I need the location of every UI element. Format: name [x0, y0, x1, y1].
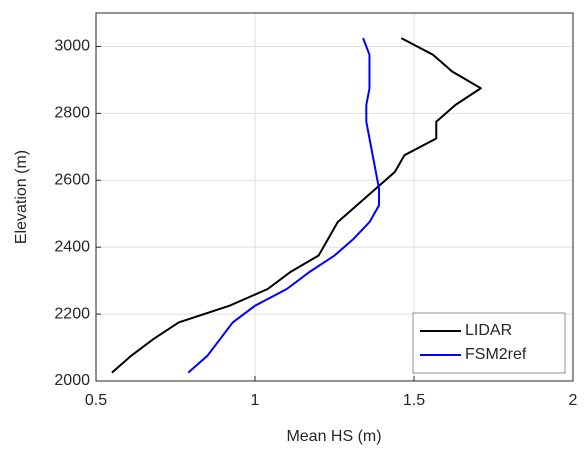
- y-tick-label: 2800: [54, 105, 90, 122]
- y-tick-label: 2600: [54, 171, 90, 188]
- axes-box: [95, 12, 574, 382]
- data-line: [187, 37, 381, 374]
- x-axis-label: Mean HS (m): [286, 428, 381, 445]
- x-tick-label: 1.5: [403, 392, 425, 409]
- y-tick-label: 2200: [54, 305, 90, 322]
- legend-label: LIDAR: [465, 322, 512, 339]
- y-tick-label: 3000: [54, 38, 90, 55]
- data-line: [111, 37, 482, 374]
- y-tick-label: 2000: [54, 372, 90, 389]
- x-tick-label: 0.5: [85, 392, 107, 409]
- x-tick-label: 2: [569, 392, 578, 409]
- y-tick-label: 2400: [54, 238, 90, 255]
- x-tick-label: 1: [251, 392, 260, 409]
- y-axis-label: Elevation (m): [13, 150, 30, 244]
- legend-label: FSM2ref: [465, 346, 527, 363]
- legend-box: [412, 312, 566, 374]
